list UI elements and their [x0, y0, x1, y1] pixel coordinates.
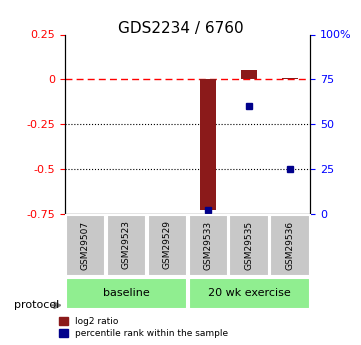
FancyBboxPatch shape — [230, 215, 269, 276]
Text: GSM29533: GSM29533 — [204, 220, 213, 269]
FancyBboxPatch shape — [270, 215, 310, 276]
Bar — [200, 79, 216, 210]
FancyBboxPatch shape — [148, 215, 187, 276]
Text: GSM29523: GSM29523 — [122, 220, 131, 269]
Text: GSM29535: GSM29535 — [245, 220, 253, 269]
FancyBboxPatch shape — [188, 278, 310, 309]
Legend: log2 ratio, percentile rank within the sample: log2 ratio, percentile rank within the s… — [59, 317, 228, 338]
Text: protocol: protocol — [14, 300, 60, 310]
Bar — [282, 78, 298, 79]
FancyBboxPatch shape — [66, 278, 187, 309]
Text: GDS2234 / 6760: GDS2234 / 6760 — [118, 21, 243, 36]
FancyBboxPatch shape — [188, 215, 228, 276]
Text: 20 wk exercise: 20 wk exercise — [208, 288, 291, 298]
FancyBboxPatch shape — [66, 215, 105, 276]
Text: GSM29507: GSM29507 — [81, 220, 90, 269]
Text: baseline: baseline — [103, 288, 150, 298]
FancyBboxPatch shape — [107, 215, 146, 276]
Text: GSM29536: GSM29536 — [286, 220, 295, 269]
Bar — [241, 70, 257, 79]
Text: GSM29529: GSM29529 — [163, 220, 172, 269]
